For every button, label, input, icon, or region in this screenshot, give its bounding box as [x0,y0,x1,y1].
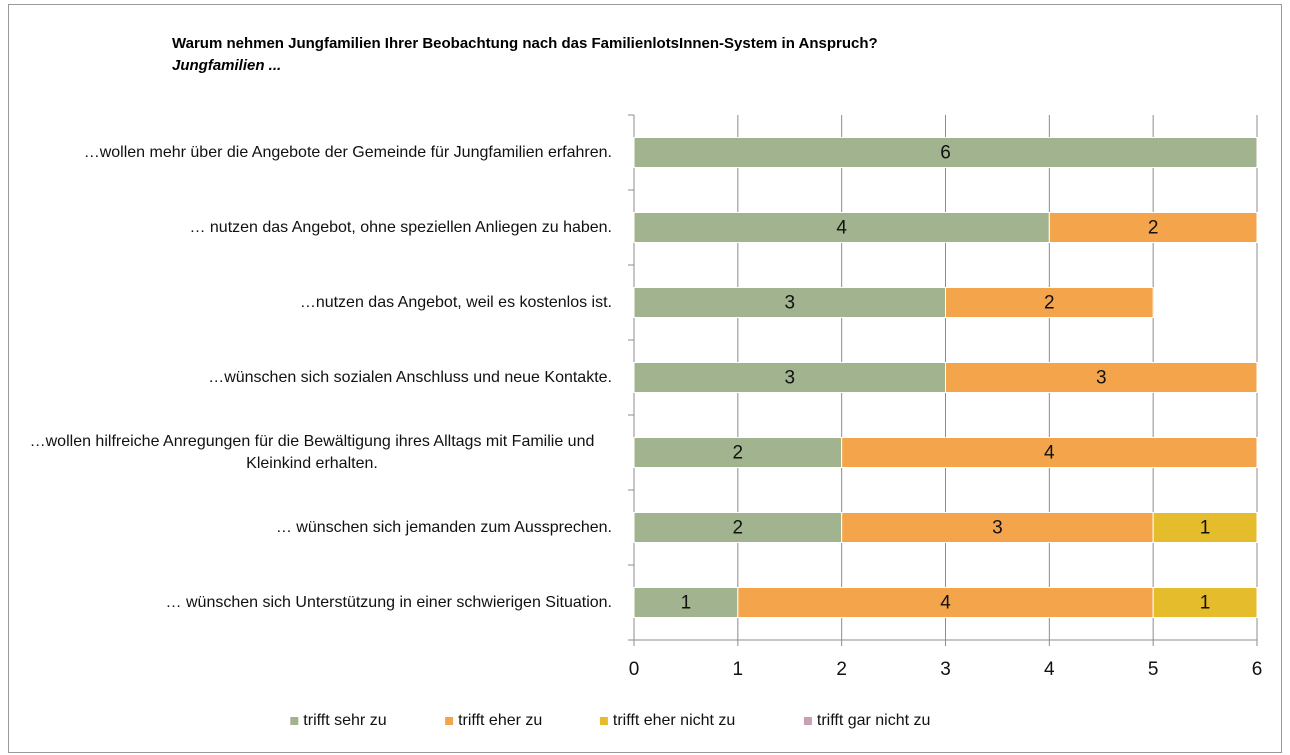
category-label-box: …wünschen sich sozialen Anschluss und ne… [208,340,612,415]
category-label-box: …wollen mehr über die Angebote der Gemei… [84,115,612,190]
bar-segment [1048,212,1258,243]
legend-label: trifft eher zu [458,712,542,729]
y-tick-label: … wünschen sich jemanden zum Aussprechen… [275,518,612,536]
x-tick-label: 6 [1252,659,1263,680]
bar-segment [633,212,1050,243]
x-tick-label: 5 [1148,659,1159,680]
legend-label: trifft gar nicht zu [817,712,931,729]
bar-segment [1152,512,1258,543]
legend-label: trifft eher nicht zu [613,712,735,729]
x-tick-label: 4 [1044,659,1055,680]
legend-swatch [599,717,608,725]
x-tick-label: 0 [629,659,640,680]
legend-swatch [445,717,454,725]
x-tick-label: 2 [836,659,847,680]
category-label-box: … wünschen sich jemanden zum Aussprechen… [276,490,612,565]
x-tick-label: 1 [733,659,744,680]
data-label: 2 [1148,218,1159,239]
y-tick-label: …wollen mehr über die Angebote der Gemei… [83,143,612,161]
data-label: 4 [836,218,847,239]
data-label: 4 [1044,443,1055,464]
y-tick-label: …wünschen sich sozialen Anschluss und ne… [208,368,612,386]
bar-segment [633,512,843,543]
data-label: 2 [1044,293,1055,314]
bar-segment [633,587,739,618]
bar-segment [945,362,1258,393]
legend-swatch [803,717,812,725]
data-label: 3 [1096,368,1107,389]
bar-segment [841,512,1154,543]
y-tick-label: …wollen hilfreiche Anregungen für die Be… [29,432,595,472]
bar-segment [633,137,1258,168]
y-tick-label: …nutzen das Angebot, weil es kostenlos i… [299,293,612,311]
y-tick-label: … nutzen das Angebot, ohne speziellen An… [189,218,612,236]
frame [8,4,1282,753]
bar-segment [841,437,1258,468]
chart-title: Warum nehmen Jungfamilien Ihrer Beobacht… [172,35,878,52]
data-label: 1 [681,593,692,614]
data-label: 3 [784,293,795,314]
category-label-box: … nutzen das Angebot, ohne speziellen An… [189,190,612,265]
data-label: 3 [784,368,795,389]
chart-subtitle: Jungfamilien ... [172,57,282,74]
x-tick-label: 3 [940,659,951,680]
bar-segment [633,437,843,468]
category-label-box: …wollen hilfreiche Anregungen für die Be… [12,415,612,490]
bar-segment [945,287,1154,318]
data-label: 3 [992,518,1003,539]
legend-swatch [290,717,299,725]
data-label: 4 [940,593,951,614]
category-label-box: …nutzen das Angebot, weil es kostenlos i… [300,265,612,340]
data-label: 2 [733,518,744,539]
data-label: 1 [1200,518,1211,539]
data-label: 6 [940,143,951,164]
legend-label: trifft sehr zu [303,712,386,729]
bar-segment [737,587,1154,618]
bar-segment [633,287,946,318]
data-label: 1 [1200,593,1211,614]
data-label: 2 [733,443,744,464]
bar-segment [1152,587,1258,618]
category-label-box: … wünschen sich Unterstützung in einer s… [166,565,612,640]
y-tick-label: … wünschen sich Unterstützung in einer s… [165,593,612,611]
